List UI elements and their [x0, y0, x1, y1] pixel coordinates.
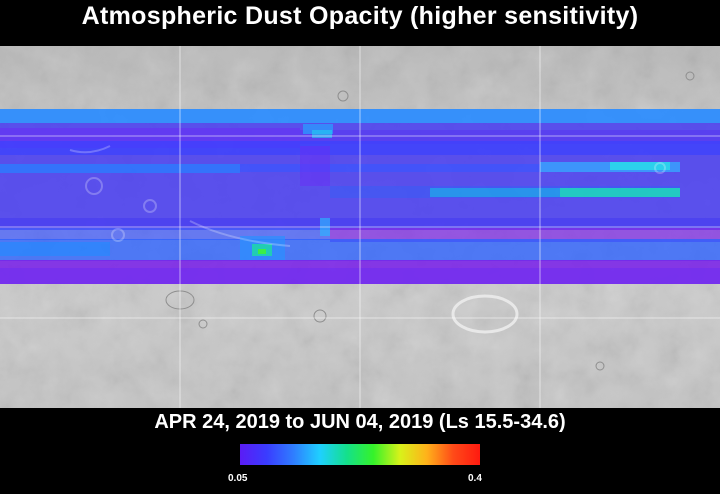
colorbar-max-label: 0.4 — [468, 473, 482, 484]
mars-map — [0, 46, 720, 408]
map-title: Atmospheric Dust Opacity (higher sensiti… — [81, 2, 639, 30]
terrain-features — [69, 145, 666, 247]
opacity-colorbar — [240, 444, 480, 465]
colorbar-min-label: 0.05 — [228, 473, 248, 484]
date-range-label: APR 24, 2019 to JUN 04, 2019 (Ls 15.5-34… — [154, 411, 566, 433]
graticule — [0, 46, 720, 408]
